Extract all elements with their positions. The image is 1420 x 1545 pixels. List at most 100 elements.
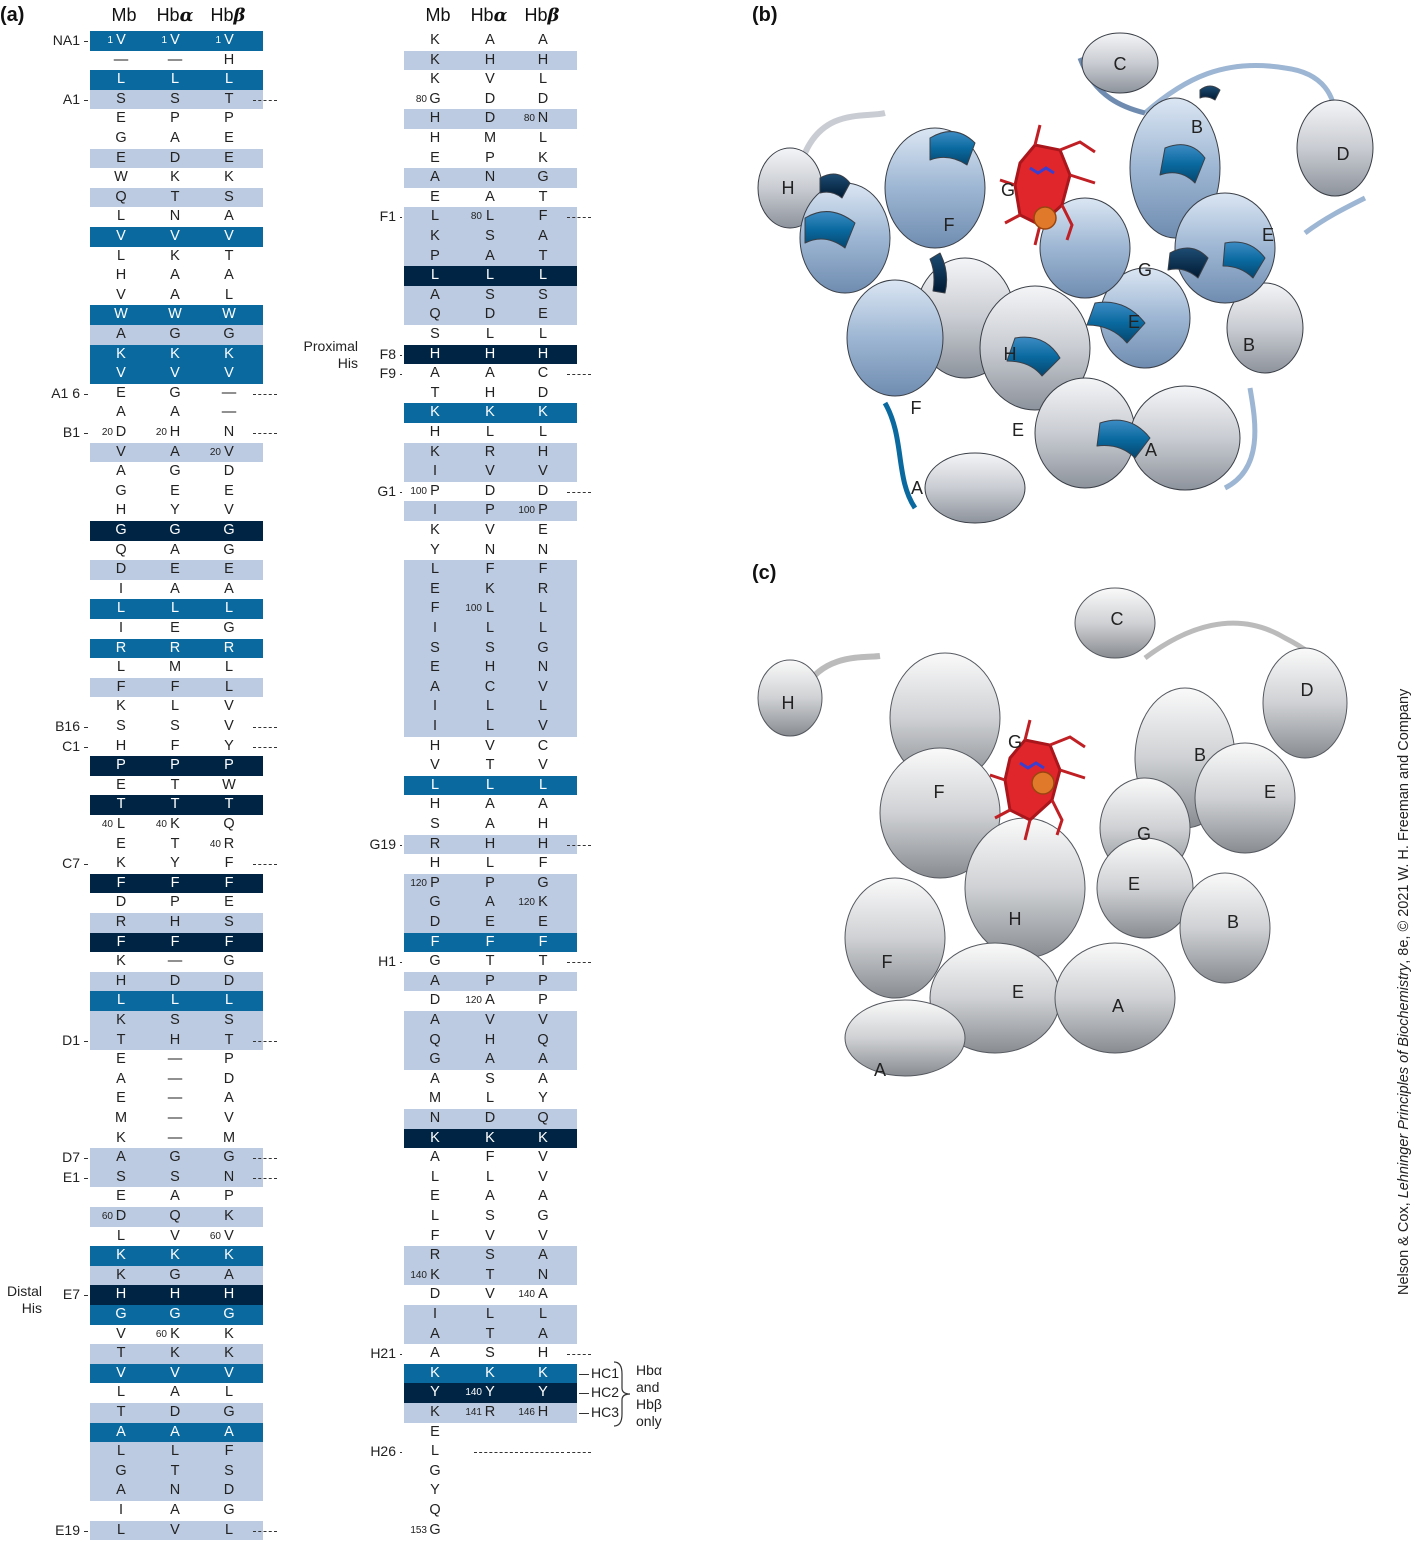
right-residue-mb: R xyxy=(429,1247,441,1264)
right-helix-position-label: H26 xyxy=(370,1443,396,1460)
left-residue-b: M xyxy=(222,1129,236,1146)
right-residue-a: A xyxy=(485,1188,495,1205)
left-residue-b: — xyxy=(221,384,237,401)
left-residue-mb: V xyxy=(116,443,126,460)
right-residue-b: A xyxy=(538,1286,548,1303)
right-position-leader-right xyxy=(567,374,591,376)
right-residue-b: G xyxy=(537,874,549,891)
right-row-band xyxy=(404,403,577,423)
left-residue-a: V xyxy=(170,1521,180,1538)
left-residue-mb: E xyxy=(116,384,126,401)
left-residue-a: K xyxy=(170,345,180,362)
hc-brace xyxy=(613,1361,631,1427)
left-residue-b: D xyxy=(223,463,235,480)
left-residue-a: V xyxy=(170,1227,180,1244)
right-residue-a: H xyxy=(484,51,496,68)
right-row-band xyxy=(404,1128,577,1149)
left-residue-mb: L xyxy=(116,659,126,676)
helix-label-c-a1: A xyxy=(1112,996,1124,1016)
left-residue-b: Q xyxy=(223,816,235,832)
right-residue-mb: K xyxy=(430,1364,440,1381)
left-residue-a: K xyxy=(170,1325,180,1342)
right-residue-a: K xyxy=(485,404,495,421)
left-position-leader xyxy=(84,1040,88,1042)
left-residue-b: F xyxy=(224,1443,234,1460)
left-residue-a: F xyxy=(170,678,180,695)
right-row-band xyxy=(404,50,577,71)
left-residue-a: N xyxy=(169,208,181,225)
right-residue-mb: A xyxy=(430,972,440,989)
right-residue-b: A xyxy=(538,1188,548,1205)
left-residue-b: V xyxy=(224,718,234,734)
helix-label-c-a2: A xyxy=(874,1060,886,1080)
left-helix-position-label: C7 xyxy=(62,855,80,872)
right-residue-a: S xyxy=(485,1345,495,1362)
right-residue-a: L xyxy=(485,424,495,440)
right-residue-mb: Q xyxy=(429,306,441,323)
left-row-band xyxy=(90,1442,263,1462)
myoglobin-structure-colored: C B D H G F G E E H B F E A A xyxy=(757,32,1374,524)
header-hbb-right: Hbβ xyxy=(524,5,560,26)
right-residue-mb: L xyxy=(430,1168,440,1185)
left-row-band xyxy=(90,70,263,90)
right-residue-mb: K xyxy=(430,32,440,48)
right-hc-leader xyxy=(579,1413,589,1414)
right-residue-mb: K xyxy=(430,443,440,460)
right-residue-mb: L xyxy=(430,1443,440,1460)
right-position-leader xyxy=(400,1354,402,1356)
left-residue-b: L xyxy=(224,600,234,617)
left-residue-b: S xyxy=(224,914,234,930)
right-row-band xyxy=(404,717,577,737)
left-residue-b: V xyxy=(224,1364,234,1381)
right-residue-mb: E xyxy=(430,149,440,166)
right-row-band xyxy=(404,266,577,286)
right-position-leader-right xyxy=(567,491,591,493)
left-position-leader xyxy=(84,99,88,101)
left-residue-b: G xyxy=(223,953,235,970)
right-residue-number: 120 xyxy=(410,877,427,889)
right-residue-a: L xyxy=(485,267,495,284)
right-row-band xyxy=(404,1246,577,1266)
left-residue-b: T xyxy=(224,796,234,813)
header-hbb-left: Hbβ xyxy=(210,5,246,26)
left-residue-a: Y xyxy=(170,502,180,519)
right-residue-b: A xyxy=(538,796,548,813)
left-residue-mb: L xyxy=(116,1227,126,1244)
left-residue-a: — xyxy=(167,1070,183,1087)
left-residue-b: V xyxy=(224,1227,234,1244)
left-position-leader-right xyxy=(253,99,277,101)
right-residue-mb: L xyxy=(430,1208,440,1224)
right-row-band xyxy=(404,1030,577,1051)
left-residue-mb: L xyxy=(116,1521,126,1538)
right-residue-a: L xyxy=(485,776,495,793)
left-residue-mb: M xyxy=(114,1110,128,1126)
right-row-band xyxy=(404,109,577,129)
right-residue-mb: H xyxy=(429,855,441,872)
right-position-leader xyxy=(400,374,402,376)
right-row-band xyxy=(404,1383,577,1403)
right-row-band xyxy=(404,1305,577,1325)
right-residue-number: 100 xyxy=(465,603,482,615)
left-residue-a: Q xyxy=(169,1208,181,1224)
right-residue-a: V xyxy=(485,522,495,538)
right-residue-b: L xyxy=(538,1306,548,1322)
left-residue-mb: P xyxy=(116,757,126,774)
left-residue-a: T xyxy=(170,796,180,813)
left-residue-mb: H xyxy=(115,1286,127,1303)
right-helix-position-label: H1 xyxy=(378,953,396,970)
left-residue-b: G xyxy=(223,1404,235,1420)
right-residue-mb: I xyxy=(432,698,438,715)
helix-label-b-d: D xyxy=(1337,144,1350,164)
left-residue-mb: R xyxy=(115,914,127,930)
left-residue-mb: G xyxy=(115,1462,127,1479)
left-residue-b: K xyxy=(224,1247,234,1264)
left-residue-mb: S xyxy=(116,90,126,107)
right-row-band xyxy=(404,579,577,600)
left-row-band xyxy=(90,756,263,776)
left-residue-b: E xyxy=(224,561,234,578)
left-row-band xyxy=(90,1207,263,1227)
right-position-leader xyxy=(400,354,402,356)
right-residue-mb: G xyxy=(429,953,441,970)
left-position-leader xyxy=(84,41,88,42)
panel-b-label: (b) xyxy=(752,4,778,26)
